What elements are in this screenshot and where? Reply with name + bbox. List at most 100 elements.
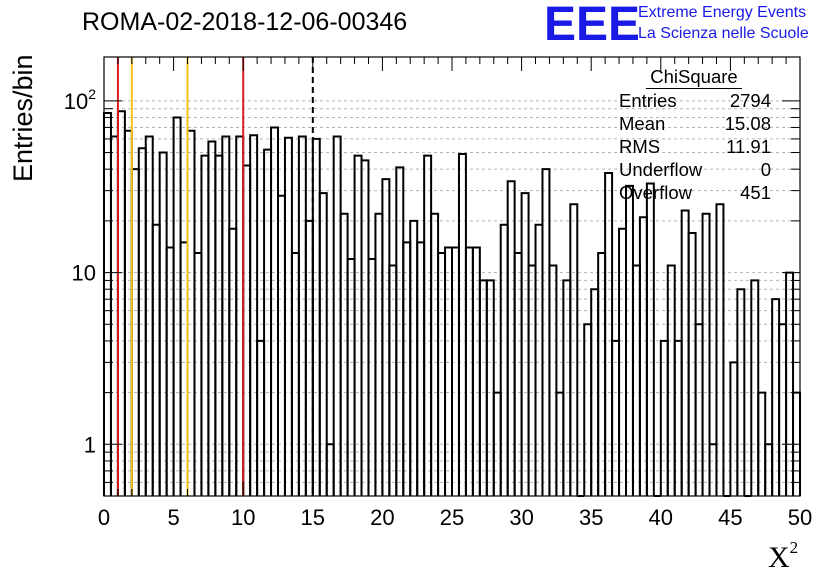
x-tick-label: 20 [370,505,394,530]
histogram-bin [130,168,140,496]
stats-label: Mean [619,113,666,134]
histogram-bin [451,246,460,496]
stats-box: ChiSquare Entries 2794 Mean 15.08 RMS 11.91… [611,66,777,205]
stats-header: ChiSquare [611,66,777,90]
stats-value: 0 [760,159,771,180]
histogram-bin [520,192,530,496]
stats-label: Underflow [619,159,703,180]
histogram-bin [283,136,293,496]
histogram-bin [729,361,739,496]
y-axis-label-wrap: Entries/bin [8,52,38,182]
logo-line-1: Extreme Energy Events [638,4,807,21]
histogram-bin [207,140,217,496]
y-tick-label: 10 [72,261,96,286]
stats-value: 2794 [729,90,771,111]
histogram-bin [715,203,725,496]
x-tick-label: 25 [440,505,464,530]
x-tick-label: 35 [579,505,603,530]
histogram-bin [123,129,133,496]
stats-value: 451 [740,182,771,203]
histogram-bin [304,219,314,496]
stats-value: 15.08 [724,113,771,134]
histogram-bin [771,298,781,496]
stats-row: Overflow 451 [611,182,777,205]
y-tick-label-base: 1 [84,432,96,457]
histogram-bin [485,279,495,496]
histogram-bin [311,137,321,496]
x-tick-label: 30 [509,505,533,530]
y-tick-label: 102 [64,86,96,114]
histogram-bars [103,110,801,497]
stats-row: RMS 11.91 [611,136,777,159]
logo-mark: EEE [544,0,638,46]
stats-value: 11.91 [726,136,771,157]
stats-row: Entries 2794 [611,90,777,113]
histogram-bin [750,279,760,496]
stats-label: Entries [619,90,677,111]
x-tick-label: 0 [98,505,110,530]
histogram-bin [151,223,161,496]
histogram-bin [346,257,356,496]
histogram-bin [464,246,474,496]
histogram-bin [701,212,711,496]
histogram-bin [339,212,349,496]
histogram-bin [541,168,551,496]
histogram-bin [611,339,621,496]
histogram-bin [360,159,370,496]
stats-row: Underflow 0 [611,159,777,182]
histogram-bin [367,257,377,496]
eee-logo: EEE [544,0,638,46]
x-axis-label: X2 [768,538,798,575]
histogram-bin [318,192,328,496]
histogram-bin [242,164,252,496]
x-tick-label: 10 [231,505,255,530]
x-tick-label: 50 [788,505,812,530]
x-tick-label: 45 [718,505,742,530]
histogram-bin [736,288,746,496]
histogram-bin [249,134,259,496]
histogram-bin [569,203,579,496]
histogram-bin [638,216,648,496]
histogram-bin [409,219,419,496]
histogram-bin [778,323,788,496]
y-tick-label: 1 [84,432,96,457]
logo-caption: Extreme Energy Events La Scienza nelle S… [638,2,809,44]
x-tick-label: 15 [301,505,325,530]
y-tick-label-base: 10 [72,261,96,286]
histogram-bin [214,154,224,496]
histogram-bin [645,182,655,496]
x-axis-label-sup: 2 [789,538,799,557]
histogram-bin [277,194,286,496]
x-axis-label-base: X [768,541,790,574]
histogram-bin [353,154,363,496]
histogram-bin [471,246,481,496]
histogram-bin [659,339,669,496]
histogram-bin [103,111,112,496]
histogram-bin [430,212,440,496]
histogram-bin [534,223,544,496]
x-tick-label: 5 [167,505,179,530]
histogram-bin [165,246,175,496]
histogram-bin [186,129,196,496]
y-tick-label-base: 10 [64,89,88,114]
histogram-bin [506,180,516,496]
histogram-bin [444,246,453,496]
histogram-bin [478,279,488,496]
histogram-bin [200,154,210,496]
chart-title: ROMA-02-2018-12-06-00346 [82,8,408,36]
histogram-bin [256,339,266,496]
y-tick-label-sup: 2 [88,86,96,102]
histogram-bin [694,323,704,496]
stats-row: Mean 15.08 [611,113,777,136]
histogram-bin [172,116,182,496]
logo-line-2: La Scienza nelle Scuole [638,25,809,42]
x-tick-label: 40 [649,505,673,530]
x-axis-ticks: 0 5 10 15 20 25 30 35 40 45 50 [98,57,812,530]
histogram-bin [673,339,683,496]
histogram-bin [423,154,433,496]
histogram-bin [785,271,795,496]
stats-label: Overflow [619,182,692,203]
histogram-bin [680,209,690,496]
